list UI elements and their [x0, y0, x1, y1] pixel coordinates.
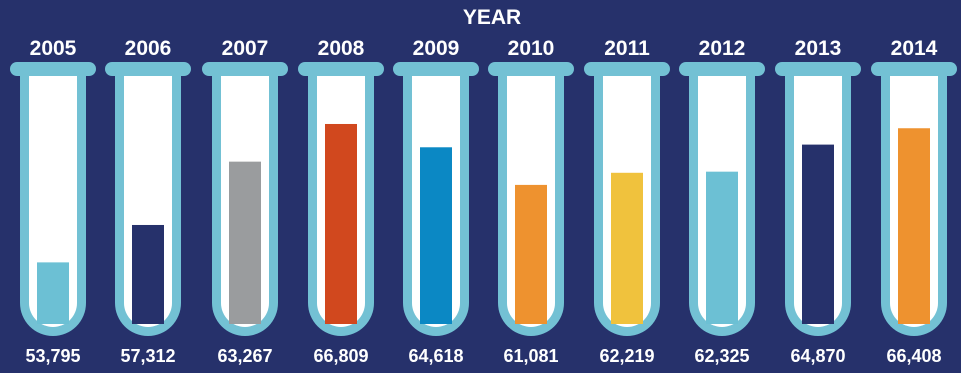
bar-2014 — [898, 128, 930, 324]
value-label: 64,870 — [790, 346, 845, 366]
test-tube-2007: 2007 63,267 — [202, 37, 288, 366]
tube-cap — [105, 62, 191, 76]
bar-2009 — [420, 147, 452, 324]
chart-title: YEAR — [463, 6, 521, 29]
test-tube-2013: 2013 64,870 — [775, 37, 861, 366]
tube-cap — [202, 62, 288, 76]
tube-cap — [584, 62, 670, 76]
value-label: 62,325 — [694, 346, 749, 366]
year-label: 2008 — [318, 37, 365, 60]
test-tube-2014: 2014 66,408 — [871, 37, 957, 366]
bar-2012 — [706, 171, 738, 324]
value-label: 66,408 — [886, 346, 941, 366]
bar-2010 — [515, 184, 547, 324]
value-label: 64,618 — [408, 346, 463, 366]
bar-2006 — [132, 224, 164, 324]
tube-interior — [29, 68, 77, 327]
year-label: 2011 — [604, 37, 650, 60]
tube-cap — [775, 62, 861, 76]
test-tube-2011: 2011 62,219 — [584, 37, 670, 366]
value-label: 61,081 — [503, 346, 558, 366]
test-tube-2012: 2012 62,325 — [679, 37, 765, 366]
year-label: 2010 — [508, 37, 555, 60]
tube-cap — [10, 62, 96, 76]
bar-2007 — [229, 161, 261, 324]
year-label: 2012 — [699, 37, 746, 60]
value-label: 53,795 — [25, 346, 80, 366]
year-label: 2006 — [125, 37, 172, 60]
tube-cap — [393, 62, 479, 76]
tube-cap — [871, 62, 957, 76]
tube-cap — [679, 62, 765, 76]
value-label: 63,267 — [217, 346, 272, 366]
year-label: 2007 — [222, 37, 269, 60]
test-tube-2006: 2006 57,312 — [105, 37, 191, 366]
bar-2005 — [37, 262, 69, 324]
bar-2011 — [611, 172, 643, 324]
value-label: 57,312 — [120, 346, 175, 366]
tube-cap — [298, 62, 384, 76]
test-tube-2008: 2008 66,809 — [298, 37, 384, 366]
value-label: 66,809 — [313, 346, 368, 366]
tube-cap — [488, 62, 574, 76]
test-tube-2005: 2005 53,795 — [10, 37, 96, 366]
bar-2008 — [325, 123, 357, 325]
test-tube-2009: 2009 64,618 — [393, 37, 479, 366]
year-label: 2005 — [30, 37, 77, 60]
test-tube-2010: 2010 61,081 — [488, 37, 574, 366]
bar-2013 — [802, 144, 834, 324]
year-label: 2014 — [891, 37, 938, 60]
year-label: 2009 — [413, 37, 460, 60]
year-label: 2013 — [795, 37, 842, 60]
value-label: 62,219 — [599, 346, 654, 366]
